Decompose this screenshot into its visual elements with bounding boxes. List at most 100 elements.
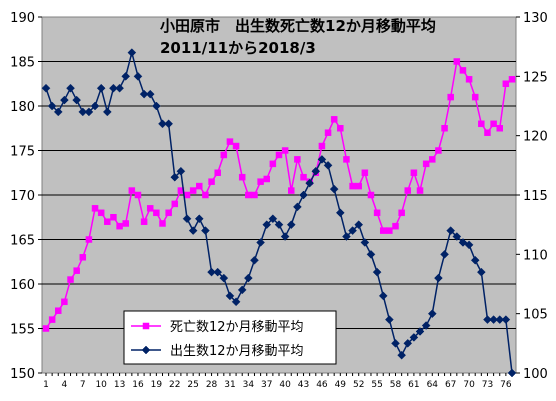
data-point [470,255,480,265]
data-point [116,222,123,230]
data-point [122,220,129,227]
left-y-tick-label: 180 [10,100,35,115]
data-point [299,190,308,200]
data-point [109,83,118,93]
data-point [286,220,296,230]
data-point [153,209,160,217]
data-point [275,151,283,159]
data-point [471,93,479,101]
data-point [207,267,216,277]
data-point [139,89,149,99]
left-y-tick-label: 175 [10,145,35,160]
data-point [501,315,511,324]
data-point [484,129,491,136]
data-point [48,316,56,323]
data-point [452,232,462,241]
data-point [317,155,327,164]
data-point [78,107,88,117]
data-point [97,209,105,217]
data-point [165,209,172,217]
data-point [219,273,229,283]
data-point [152,101,161,111]
data-point [490,120,497,128]
data-point [489,315,498,324]
data-point [176,166,186,176]
data-point [220,151,228,159]
data-point [256,238,265,247]
data-point [85,236,93,243]
x-tick-label: 67 [445,380,456,390]
data-point [96,83,106,93]
data-point [268,214,278,224]
data-point [188,226,198,235]
data-point [269,160,277,168]
x-tick-label: 16 [132,380,144,390]
data-point [102,107,112,117]
data-point [214,169,221,176]
data-point [465,76,473,83]
data-point [421,321,431,330]
data-point [379,227,387,234]
data-point [427,309,437,319]
data-point [263,175,270,183]
data-point [447,93,454,101]
data-point [397,350,406,360]
data-point [84,107,94,117]
chart-subtitle: 2011/11から2018/3 [160,39,316,57]
data-point [238,173,246,181]
data-point [60,95,69,105]
x-tick-label: 1 [43,380,49,390]
data-point [360,238,370,247]
data-point [429,156,436,163]
left-y-tick-label: 190 [10,11,35,26]
right-y-tick-label: 100 [523,367,548,382]
data-point [483,315,492,324]
data-point [478,120,485,128]
right-y-tick-label: 105 [523,308,548,323]
data-point [121,71,131,81]
data-point [90,101,100,111]
data-point [145,89,155,99]
data-point [293,202,302,212]
data-point [476,267,486,277]
data-point [348,226,357,235]
data-point [66,83,75,93]
x-tick-label: 40 [279,380,291,390]
data-point [373,209,381,217]
data-point [323,160,333,170]
data-point [47,101,57,111]
data-point [372,267,382,277]
data-point [386,227,393,234]
data-point [361,169,369,176]
data-point [391,338,400,348]
data-point [250,255,259,265]
data-point [458,238,468,247]
data-point [257,178,264,185]
axes: 1501551601651701751801851901001051101151… [10,11,548,390]
legend-label-births: 出生数12か月移動平均 [170,344,304,359]
data-point [133,71,143,81]
legend-label-deaths: 死亡数12か月移動平均 [170,320,304,335]
right-y-tick-label: 115 [523,189,548,204]
x-tick-label: 58 [390,380,402,390]
data-point [164,119,173,129]
x-tick-label: 73 [482,380,493,390]
data-point [502,80,510,87]
data-point [274,220,284,230]
x-tick-label: 55 [371,380,382,390]
data-point [232,142,240,150]
data-point [225,291,235,301]
data-point [140,218,148,225]
data-point [170,172,180,182]
data-point [53,107,63,117]
data-point [305,178,315,188]
data-point [354,220,364,230]
data-point [146,205,154,212]
data-point [251,191,258,199]
data-point [441,125,448,132]
data-point [337,125,344,132]
x-tick-label: 10 [95,380,107,390]
data-point [91,205,99,212]
data-point [434,273,443,283]
